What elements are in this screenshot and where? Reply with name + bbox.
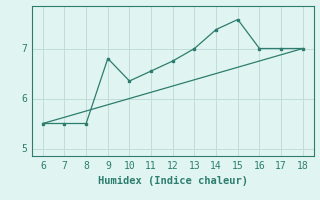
X-axis label: Humidex (Indice chaleur): Humidex (Indice chaleur) <box>98 176 248 186</box>
